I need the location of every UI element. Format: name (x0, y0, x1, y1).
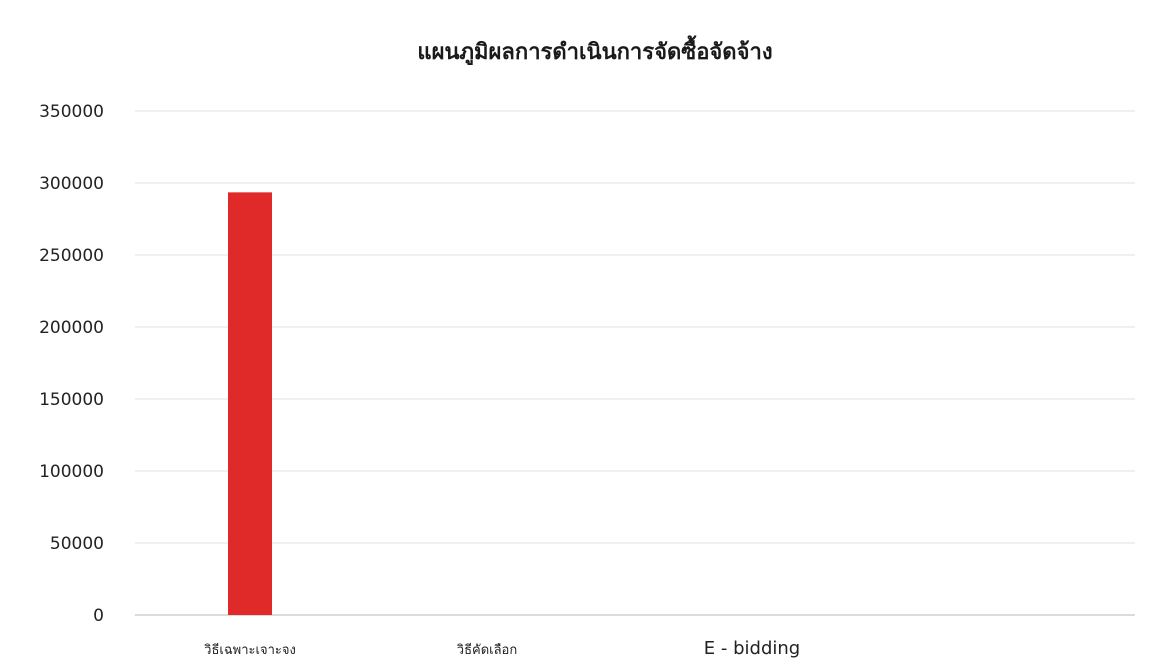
y-tick-label: 50000 (50, 534, 104, 554)
y-tick-label: 250000 (39, 246, 104, 266)
y-tick-label: 150000 (39, 390, 104, 410)
y-tick-label: 100000 (39, 462, 104, 482)
y-tick-label: 350000 (39, 102, 104, 122)
chart-title: แผนภูมิผลการดำเนินการจัดซื้อจัดจ้าง (417, 35, 772, 66)
bars (228, 192, 272, 616)
x-category-label: วิธีคัดเลือก (456, 642, 517, 658)
y-axis-tick-labels: 0 50000 100000 150000 200000 250000 300000 3500… (39, 102, 104, 626)
x-category-label: วิธีเฉพาะเจาะจง (203, 642, 295, 658)
bar-0 (228, 192, 272, 616)
y-tick-label: 200000 (39, 318, 104, 338)
x-axis-category-labels: วิธีเฉพาะเจาะจง วิธีคัดเลือก E - bidding (203, 638, 800, 659)
x-category-label: E - bidding (704, 638, 800, 659)
gridlines (135, 110, 1135, 616)
y-tick-label: 0 (93, 606, 104, 626)
y-tick-label: 300000 (39, 174, 104, 194)
